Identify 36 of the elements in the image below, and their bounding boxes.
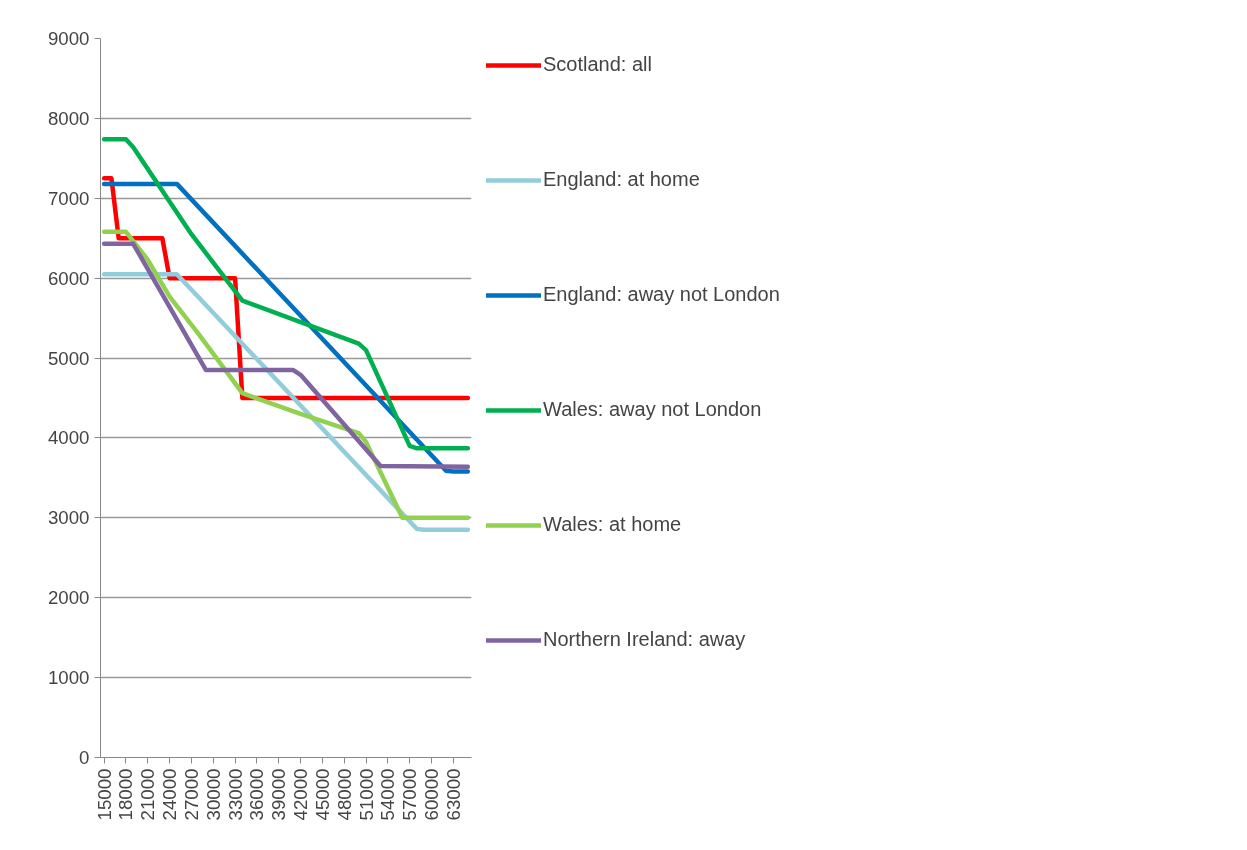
- x-tick-label: 57000: [399, 768, 421, 821]
- line-series: [101, 136, 471, 451]
- legend-label: Scotland: all: [543, 53, 652, 76]
- y-tick-label: 8000: [48, 107, 90, 129]
- x-tick-label: 18000: [115, 768, 137, 821]
- y-tick-label: 3000: [48, 507, 90, 529]
- x-tick-label: 24000: [159, 768, 181, 821]
- x-tick-label: 21000: [137, 768, 159, 821]
- x-tick-label: 33000: [224, 768, 246, 821]
- x-tick-label: 30000: [202, 768, 224, 821]
- legend-label: England: away not London: [543, 283, 780, 306]
- legend-label: Wales: at home: [543, 513, 682, 536]
- x-tick-label: 63000: [442, 768, 464, 821]
- line-series: [101, 229, 471, 521]
- x-tick-label: 48000: [333, 768, 355, 821]
- y-tick-label: 1000: [48, 667, 90, 689]
- x-tick-label: 42000: [290, 768, 312, 821]
- x-tick-label: 36000: [246, 768, 268, 821]
- line-series: [101, 241, 471, 469]
- x-tick-label: 27000: [180, 768, 202, 821]
- legend-label: Wales: away not London: [543, 398, 762, 421]
- x-tick-label: 15000: [93, 768, 115, 821]
- y-tick-label: 2000: [48, 587, 90, 609]
- x-tick-label: 39000: [268, 768, 290, 821]
- x-tick-label: 54000: [377, 768, 399, 821]
- x-tick-label: 51000: [355, 768, 377, 821]
- y-tick-label: 6000: [48, 267, 90, 289]
- y-tick-label: 0: [79, 747, 90, 768]
- x-tick-label: 45000: [311, 768, 333, 821]
- x-tick-label: 60000: [420, 768, 442, 821]
- y-tick-label: 7000: [48, 187, 90, 209]
- y-tick-label: 5000: [48, 347, 90, 369]
- y-tick-label: 4000: [48, 427, 90, 449]
- legend-label: Northern Ireland: away: [543, 628, 746, 651]
- legend-label: England: at home: [543, 168, 700, 191]
- y-tick-label: 9000: [48, 28, 90, 49]
